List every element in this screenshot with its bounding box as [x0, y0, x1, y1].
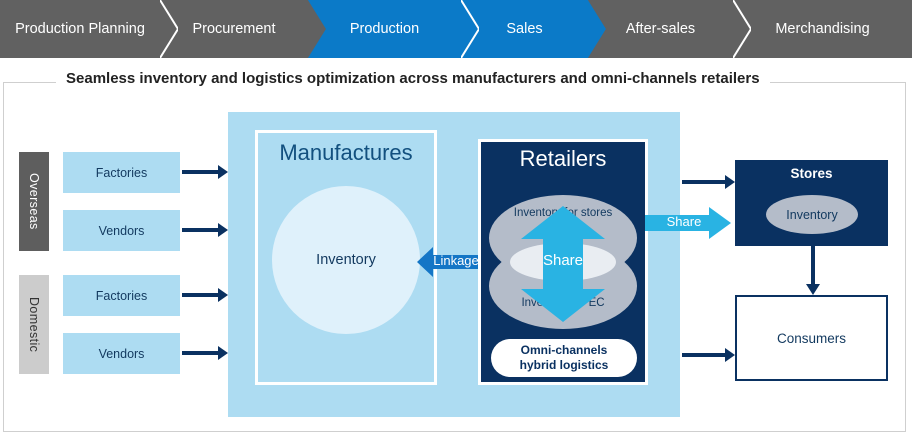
breadcrumb-chevron-icon: [588, 0, 606, 58]
stores-inventory-ellipse: Inventory: [766, 195, 858, 234]
breadcrumb-step-procurement[interactable]: Procurement: [160, 0, 326, 58]
breadcrumb-step-sales[interactable]: Sales: [461, 0, 606, 58]
omni-channels-pill: Omni-channels hybrid logistics: [491, 339, 637, 377]
breadcrumb-step-label: Procurement: [192, 21, 276, 37]
manufactures-title: Manufactures: [279, 140, 413, 165]
breadcrumb-step-label: Merchandising: [775, 21, 870, 37]
source-box-domestic-factories[interactable]: Factories: [63, 275, 180, 316]
manufactures-inventory-circle: Inventory: [272, 186, 420, 334]
linkage-arrow: [417, 247, 495, 277]
omni-channels-line2: hybrid logistics: [519, 358, 609, 372]
breadcrumb-step-label: Sales: [506, 21, 543, 37]
consumers-box: Consumers: [735, 295, 888, 381]
source-group-label-overseas-text: Overseas: [27, 173, 41, 230]
breadcrumb-chevron-icon: [733, 0, 751, 58]
breadcrumb-step-after-sales[interactable]: After-sales: [588, 0, 751, 58]
breadcrumb-chevron-icon: [308, 0, 326, 58]
breadcrumb-step-label: Production Planning: [15, 21, 145, 37]
stores-title: Stores: [790, 166, 833, 181]
linkage-arrow-label: Linkage: [433, 253, 479, 268]
breadcrumb-chevron-icon: [461, 0, 479, 58]
source-box-domestic-vendors[interactable]: Vendors: [63, 333, 180, 374]
diagram-title: Seamless inventory and logistics optimiz…: [56, 70, 770, 87]
process-breadcrumb: Production Planning Procurement Production…: [0, 0, 912, 58]
arrow-panel-to-stores: [682, 175, 735, 189]
omni-channels-line1: Omni-channels: [520, 343, 608, 358]
source-group-label-domestic: Domestic: [19, 275, 49, 374]
source-box-overseas-vendors[interactable]: Vendors: [63, 210, 180, 251]
source-group-label-domestic-text: Domestic: [27, 296, 41, 353]
breadcrumb-step-production[interactable]: Production: [308, 0, 479, 58]
share-double-arrow-label: Share: [542, 252, 584, 269]
breadcrumb-step-merchandising[interactable]: Merchandising: [733, 0, 912, 58]
arrow-stores-to-consumers: [806, 246, 820, 295]
breadcrumb-chevron-icon: [160, 0, 178, 58]
arrow-overseas-vendors-to-panel: [182, 223, 228, 237]
share-to-stores-arrow: [645, 207, 731, 239]
arrow-panel-to-consumers: [682, 348, 735, 362]
breadcrumb-step-label: Production: [349, 21, 420, 37]
source-group-label-overseas: Overseas: [19, 152, 49, 251]
arrow-domestic-factories-to-panel: [182, 288, 228, 302]
share-double-arrow: [521, 206, 605, 322]
retailers-title: Retailers: [519, 146, 607, 171]
breadcrumb-step-production-planning[interactable]: Production Planning: [0, 0, 178, 58]
breadcrumb-step-label: After-sales: [625, 21, 696, 37]
share-to-stores-label: Share: [666, 214, 702, 229]
arrow-overseas-factories-to-panel: [182, 165, 228, 179]
source-box-overseas-factories[interactable]: Factories: [63, 152, 180, 193]
arrow-domestic-vendors-to-panel: [182, 346, 228, 360]
